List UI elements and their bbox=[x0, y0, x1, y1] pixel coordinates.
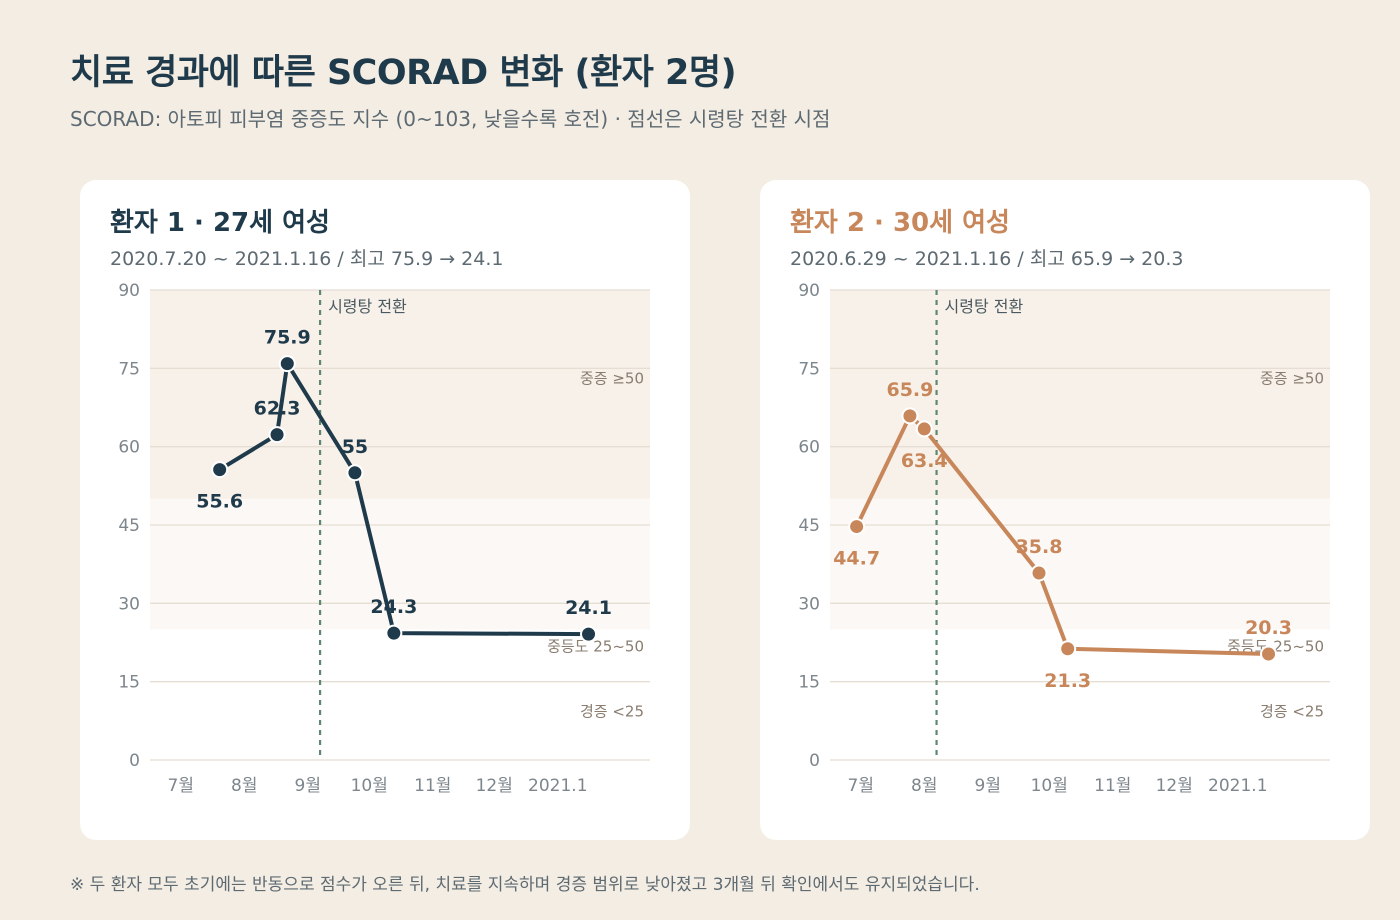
patient1-x-tick-label: 7월 bbox=[168, 776, 194, 796]
patient2-data-point bbox=[1260, 645, 1278, 663]
patient1-period: 2020.7.20 ~ 2021.1.16 / 최고 75.9 → 24.1 bbox=[110, 248, 504, 270]
patient2-chart: 0 15 30 45 60 75 90 7월 8월 9월 10월 11월 12월 2021.1 중증 ≥50… bbox=[798, 281, 1330, 796]
patient1-data-point bbox=[268, 426, 286, 444]
patient2-band-label: 중등도 25~50 bbox=[1227, 637, 1324, 655]
patient1-chart: 0 15 30 45 60 75 90 7월 8월 9월 10월 11월 12월 2021.1 중증 ≥50… bbox=[118, 281, 650, 796]
patient1-data-label: 55.6 bbox=[196, 491, 243, 513]
patient1-x-tick-label: 8월 bbox=[231, 776, 257, 796]
patient2-data-label: 21.3 bbox=[1044, 670, 1091, 692]
patient1-band-label: 중등도 25~50 bbox=[547, 637, 644, 655]
patient2-x-tick-label: 10월 bbox=[1031, 776, 1068, 796]
patient1-y-tick-label: 15 bbox=[118, 673, 140, 693]
patient2-card: 환자 2 · 30세 여성 2020.6.29 ~ 2021.1.16 / 최고… bbox=[760, 180, 1370, 840]
patient1-data-label: 24.1 bbox=[565, 597, 612, 619]
patient1-x-tick-label: 10월 bbox=[351, 776, 388, 796]
patient2-band-moderate bbox=[830, 498, 1330, 630]
patient1-data-point bbox=[346, 464, 364, 482]
patient1-data-point bbox=[278, 355, 296, 373]
patient1-title: 환자 1 · 27세 여성 bbox=[110, 208, 330, 238]
patient1-band-label: 중증 ≥50 bbox=[580, 369, 644, 387]
patient1-y-tick-label: 45 bbox=[118, 516, 140, 536]
patient1-switch-label: 시령탕 전환 bbox=[328, 297, 407, 316]
patient2-y-tick-label: 45 bbox=[798, 516, 820, 536]
patient2-y-tick-label: 15 bbox=[798, 673, 820, 693]
patient1-x-tick-label: 9월 bbox=[295, 776, 321, 796]
patient2-band-severe bbox=[830, 290, 1330, 499]
patient2-data-label: 20.3 bbox=[1245, 617, 1292, 639]
patient2-data-point bbox=[915, 420, 933, 438]
patient1-card: 환자 1 · 27세 여성 2020.7.20 ~ 2021.1.16 / 최고… bbox=[80, 180, 690, 840]
patient2-x-tick-label: 7월 bbox=[848, 776, 874, 796]
patient2-data-label: 65.9 bbox=[886, 379, 933, 401]
patient2-period: 2020.6.29 ~ 2021.1.16 / 최고 65.9 → 20.3 bbox=[790, 248, 1184, 270]
patient1-y-tick-label: 60 bbox=[118, 438, 140, 458]
patient2-title: 환자 2 · 30세 여성 bbox=[790, 208, 1010, 238]
patient2-data-label: 35.8 bbox=[1016, 536, 1063, 558]
patient1-band-label: 경증 <25 bbox=[580, 703, 644, 721]
patient1-band-moderate bbox=[150, 498, 650, 630]
patient2-y-tick-label: 75 bbox=[798, 359, 820, 379]
patient2-data-point bbox=[1059, 640, 1077, 658]
patient2-y-tick-label: 90 bbox=[798, 281, 820, 301]
patient2-x-tick-label: 12월 bbox=[1156, 776, 1193, 796]
patient2-x-tick-label: 8월 bbox=[911, 776, 937, 796]
patient2-band-label: 중증 ≥50 bbox=[1260, 369, 1324, 387]
patient2-data-point bbox=[848, 518, 866, 536]
patient2-y-tick-label: 60 bbox=[798, 438, 820, 458]
patient1-x-tick-label: 12월 bbox=[476, 776, 513, 796]
patient2-x-tick-label: 11월 bbox=[1094, 776, 1131, 796]
patient1-data-label: 62.3 bbox=[254, 398, 301, 420]
patient2-y-tick-label: 0 bbox=[809, 751, 820, 771]
patient2-series-line bbox=[854, 413, 1271, 656]
patient1-data-point bbox=[580, 625, 598, 643]
patient2-x-tick-label: 2021.1 bbox=[1208, 776, 1267, 796]
patient2-x-tick-label: 9월 bbox=[975, 776, 1001, 796]
patient2-data-point bbox=[901, 407, 919, 425]
patient1-data-label: 24.3 bbox=[370, 596, 417, 618]
page-subtitle: SCORAD: 아토피 피부염 중증도 지수 (0~103, 낮을수록 호전) … bbox=[70, 107, 831, 131]
patient1-y-tick-label: 75 bbox=[118, 359, 140, 379]
patient1-series-line bbox=[217, 361, 591, 637]
patient1-y-tick-label: 90 bbox=[118, 281, 140, 301]
patient1-x-tick-label: 2021.1 bbox=[528, 776, 587, 796]
patient2-y-tick-label: 30 bbox=[798, 594, 820, 614]
patient2-switch-label: 시령탕 전환 bbox=[945, 297, 1024, 316]
patient1-y-tick-label: 30 bbox=[118, 594, 140, 614]
footnote: ※ 두 환자 모두 초기에는 반동으로 점수가 오른 뒤, 치료를 지속하며 경… bbox=[70, 875, 980, 895]
patient2-data-label: 63.4 bbox=[901, 450, 948, 472]
patient1-x-tick-label: 11월 bbox=[414, 776, 451, 796]
patient1-band-severe bbox=[150, 290, 650, 499]
page-title: 치료 경과에 따른 SCORAD 변화 (환자 2명) bbox=[70, 53, 737, 93]
patient1-y-tick-label: 0 bbox=[129, 751, 140, 771]
patient1-data-label: 55 bbox=[342, 436, 368, 458]
patient2-band-label: 경증 <25 bbox=[1260, 703, 1324, 721]
patient2-data-point bbox=[1030, 564, 1048, 582]
patient1-data-label: 75.9 bbox=[264, 327, 311, 349]
patient1-data-point bbox=[385, 624, 403, 642]
patient1-data-point bbox=[211, 461, 229, 479]
patient2-data-label: 44.7 bbox=[833, 548, 880, 570]
